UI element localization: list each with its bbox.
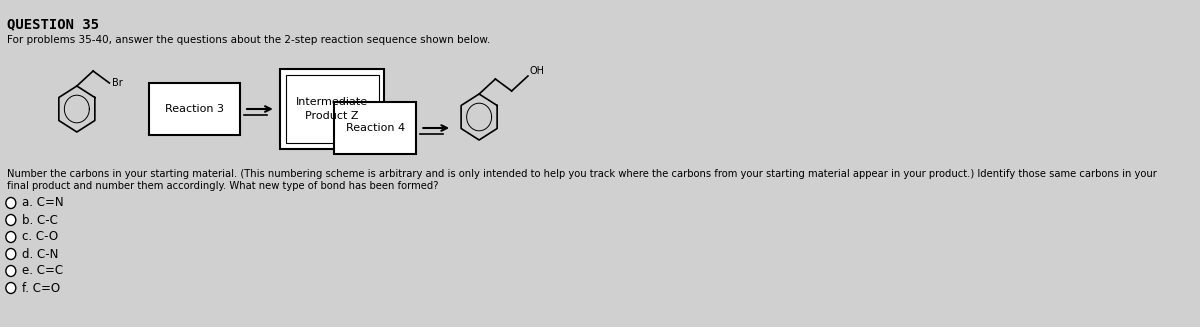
Text: f. C=O: f. C=O xyxy=(22,282,60,295)
Text: Number the carbons in your starting material. (This numbering scheme is arbitrar: Number the carbons in your starting mate… xyxy=(7,169,1157,191)
Text: Br: Br xyxy=(112,78,122,88)
Text: For problems 35-40, answer the questions about the 2-step reaction sequence show: For problems 35-40, answer the questions… xyxy=(7,35,491,45)
Text: d. C-N: d. C-N xyxy=(22,248,58,261)
Text: Reaction 3: Reaction 3 xyxy=(164,104,224,114)
Circle shape xyxy=(6,266,16,277)
Text: a. C=N: a. C=N xyxy=(22,197,64,210)
Text: Reaction 4: Reaction 4 xyxy=(346,123,404,133)
Circle shape xyxy=(6,249,16,260)
Text: c. C-O: c. C-O xyxy=(22,231,58,244)
Circle shape xyxy=(6,198,16,209)
Bar xyxy=(281,69,384,149)
Text: e. C=C: e. C=C xyxy=(22,265,62,278)
Text: b. C-C: b. C-C xyxy=(22,214,58,227)
Text: OH: OH xyxy=(529,66,545,76)
Circle shape xyxy=(6,232,16,243)
Text: Intermediate
Product Z: Intermediate Product Z xyxy=(296,97,368,121)
Circle shape xyxy=(6,215,16,226)
Bar xyxy=(286,75,379,143)
Bar xyxy=(335,102,416,154)
Text: QUESTION 35: QUESTION 35 xyxy=(7,17,100,31)
Bar xyxy=(149,83,240,135)
Circle shape xyxy=(6,283,16,294)
